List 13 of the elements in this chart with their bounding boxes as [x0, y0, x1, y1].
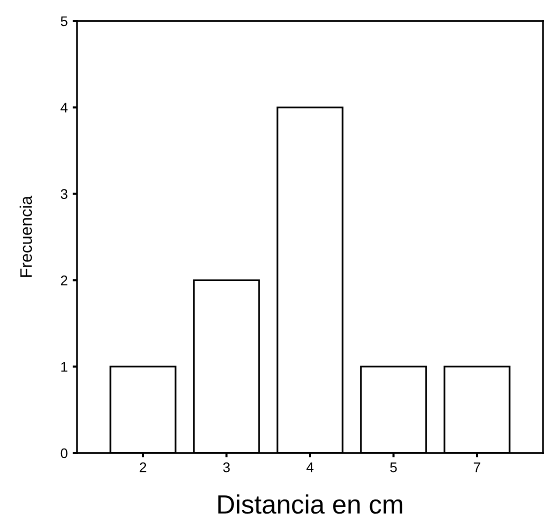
x-tick-label: 7	[474, 462, 480, 472]
y-tick-label: 0	[60, 448, 68, 458]
y-axis-title: Frecuencia	[20, 196, 32, 277]
x-tick-label: 4	[306, 462, 314, 472]
y-tick-label: 5	[60, 16, 68, 26]
x-tick-label: 2	[140, 462, 146, 472]
y-tick-label: 2	[60, 276, 68, 286]
y-tick-label: 4	[60, 102, 68, 112]
y-tick-label: 1	[61, 362, 68, 372]
y-tick-label: 3	[60, 189, 68, 199]
x-tick-label: 3	[223, 462, 230, 472]
x-tick-label: 5	[390, 462, 397, 472]
x-axis-title: Distancia en cm	[218, 494, 402, 514]
